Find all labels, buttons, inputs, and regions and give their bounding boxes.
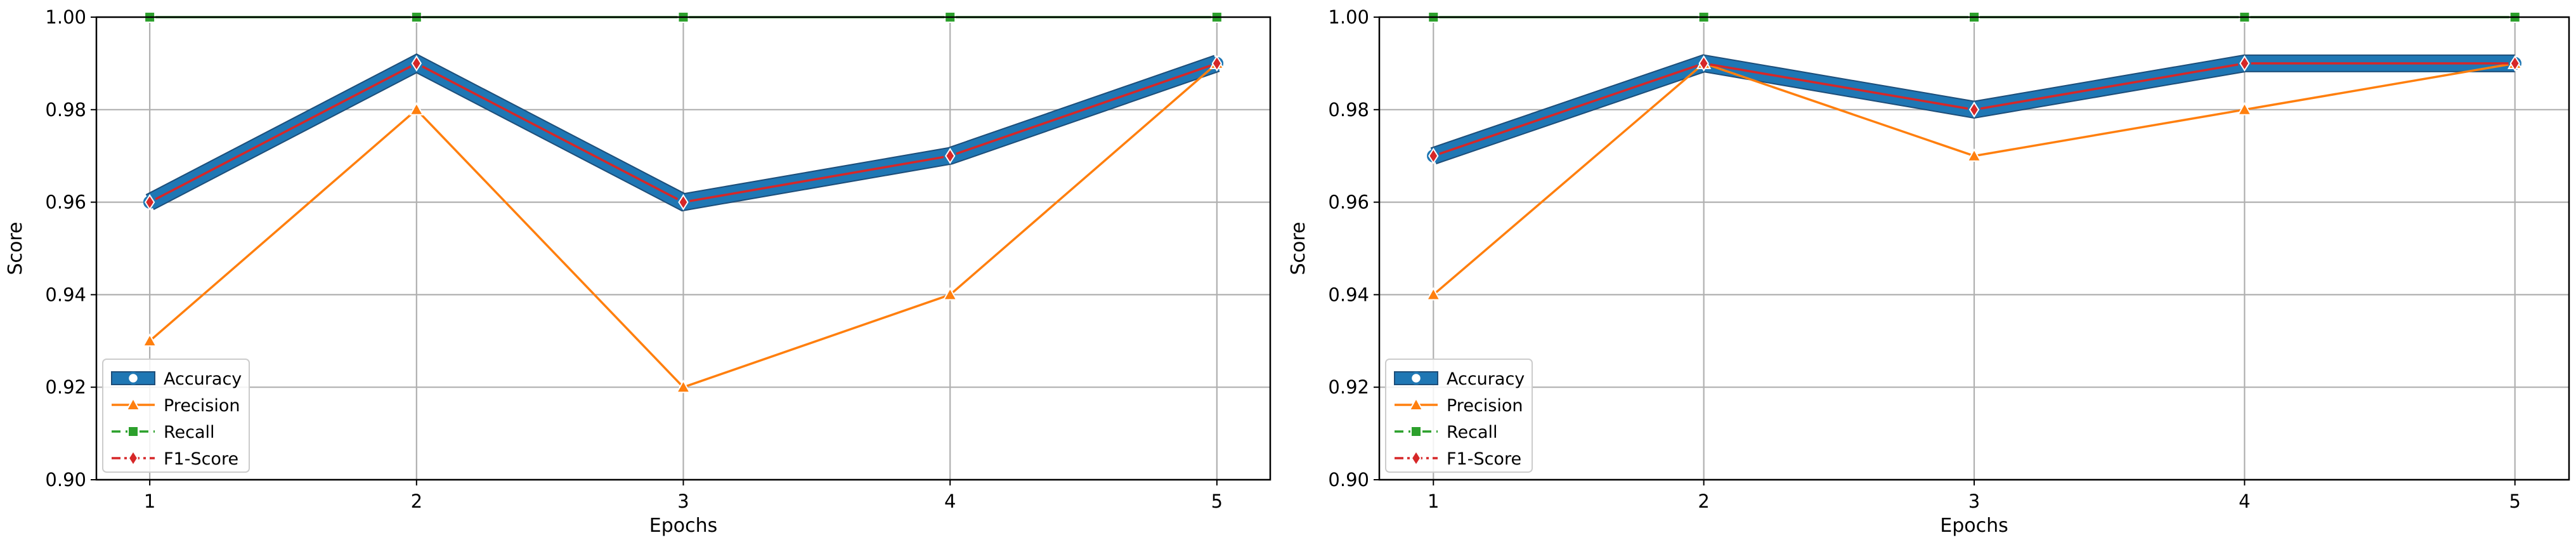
- data-point: [944, 147, 956, 164]
- y-axis-label: Score: [4, 221, 27, 275]
- chart-right: 0.90 0.92 0.94 0.96 0.98 1.00 1 2 3 4 5 Epochs Score…: [1287, 6, 2570, 537]
- legend: Accuracy Precision Recall F1-Score: [1385, 359, 1533, 473]
- legend-marker: [126, 371, 140, 385]
- legend-marker: [1409, 371, 1423, 385]
- markers-f1-score: [144, 55, 1223, 211]
- legend: Accuracy Precision Recall F1-Score: [102, 359, 250, 473]
- data-point: [1698, 55, 1709, 72]
- x-tick-label: 2: [1698, 491, 1709, 512]
- data-point: [142, 333, 157, 347]
- plot-frame: [1378, 16, 2570, 481]
- y-tick-label: 1.00: [1328, 6, 1369, 28]
- legend-label: Recall: [1447, 423, 1498, 442]
- y-tick-label: 0.90: [45, 469, 86, 491]
- legend-marker: [1410, 426, 1422, 437]
- y-tick-label: 0.98: [45, 99, 86, 121]
- data-point: [2509, 55, 2520, 72]
- data-point: [409, 102, 424, 115]
- data-point: [675, 379, 691, 393]
- data-point: [411, 55, 422, 72]
- x-axis-label: Epochs: [649, 515, 718, 537]
- plot-frame: [95, 16, 1272, 481]
- legend-label: Precision: [1447, 396, 1523, 416]
- x-tick-label: 4: [2239, 491, 2250, 512]
- y-tick-label: 0.92: [1328, 376, 1369, 398]
- legend-marker: [127, 450, 139, 466]
- data-point: [1211, 55, 1223, 72]
- legend-box: [102, 359, 250, 473]
- x-tick-label: 1: [144, 491, 155, 512]
- legend-label: F1-Score: [164, 449, 238, 469]
- y-tick-label: 0.92: [45, 376, 86, 398]
- x-tick-label: 4: [944, 491, 956, 512]
- y-tick-label: 0.96: [45, 192, 86, 213]
- legend-box: [1385, 359, 1533, 473]
- markers-f1-score: [1428, 55, 2520, 164]
- x-axis-label: Epochs: [1940, 515, 2008, 537]
- x-tick-label: 5: [1211, 491, 1223, 512]
- y-tick-label: 0.90: [1328, 469, 1369, 491]
- legend-marker: [1410, 450, 1422, 466]
- y-tick-label: 0.94: [1328, 284, 1369, 305]
- gridlines: [96, 16, 1270, 481]
- y-tick-label: 0.96: [1328, 192, 1369, 213]
- data-point: [2237, 102, 2253, 115]
- x-tick-label: 5: [2509, 491, 2521, 512]
- data-point: [942, 287, 958, 301]
- legend-label: F1-Score: [1447, 449, 1521, 469]
- y-tick-label: 1.00: [45, 6, 86, 28]
- legend-marker: [1408, 397, 1424, 411]
- legend-marker: [127, 426, 139, 437]
- data-point: [1968, 101, 1980, 118]
- data-point: [2239, 55, 2250, 72]
- legend-label: Accuracy: [1447, 369, 1525, 389]
- gridlines: [1379, 16, 2569, 481]
- x-tick-label: 3: [677, 491, 689, 512]
- legend-marker: [126, 397, 141, 411]
- legend-label: Accuracy: [164, 369, 242, 389]
- data-point: [144, 194, 155, 211]
- x-tick-label: 1: [1428, 491, 1439, 512]
- y-tick-label: 0.98: [1328, 99, 1369, 121]
- legend-label: Recall: [164, 423, 215, 442]
- data-point: [1967, 148, 1982, 162]
- y-tick-label: 0.94: [45, 284, 86, 305]
- data-point: [1428, 147, 1439, 164]
- data-point: [678, 194, 689, 211]
- chart-left: 0.90 0.92 0.94 0.96 0.98 1.00 1 2 3 4 5 Epochs Score…: [4, 6, 1272, 537]
- data-point: [1426, 287, 1441, 301]
- y-axis-label: Score: [1287, 221, 1310, 275]
- x-tick-label: 2: [411, 491, 422, 512]
- x-tick-label: 3: [1968, 491, 1980, 512]
- legend-label: Precision: [164, 396, 240, 416]
